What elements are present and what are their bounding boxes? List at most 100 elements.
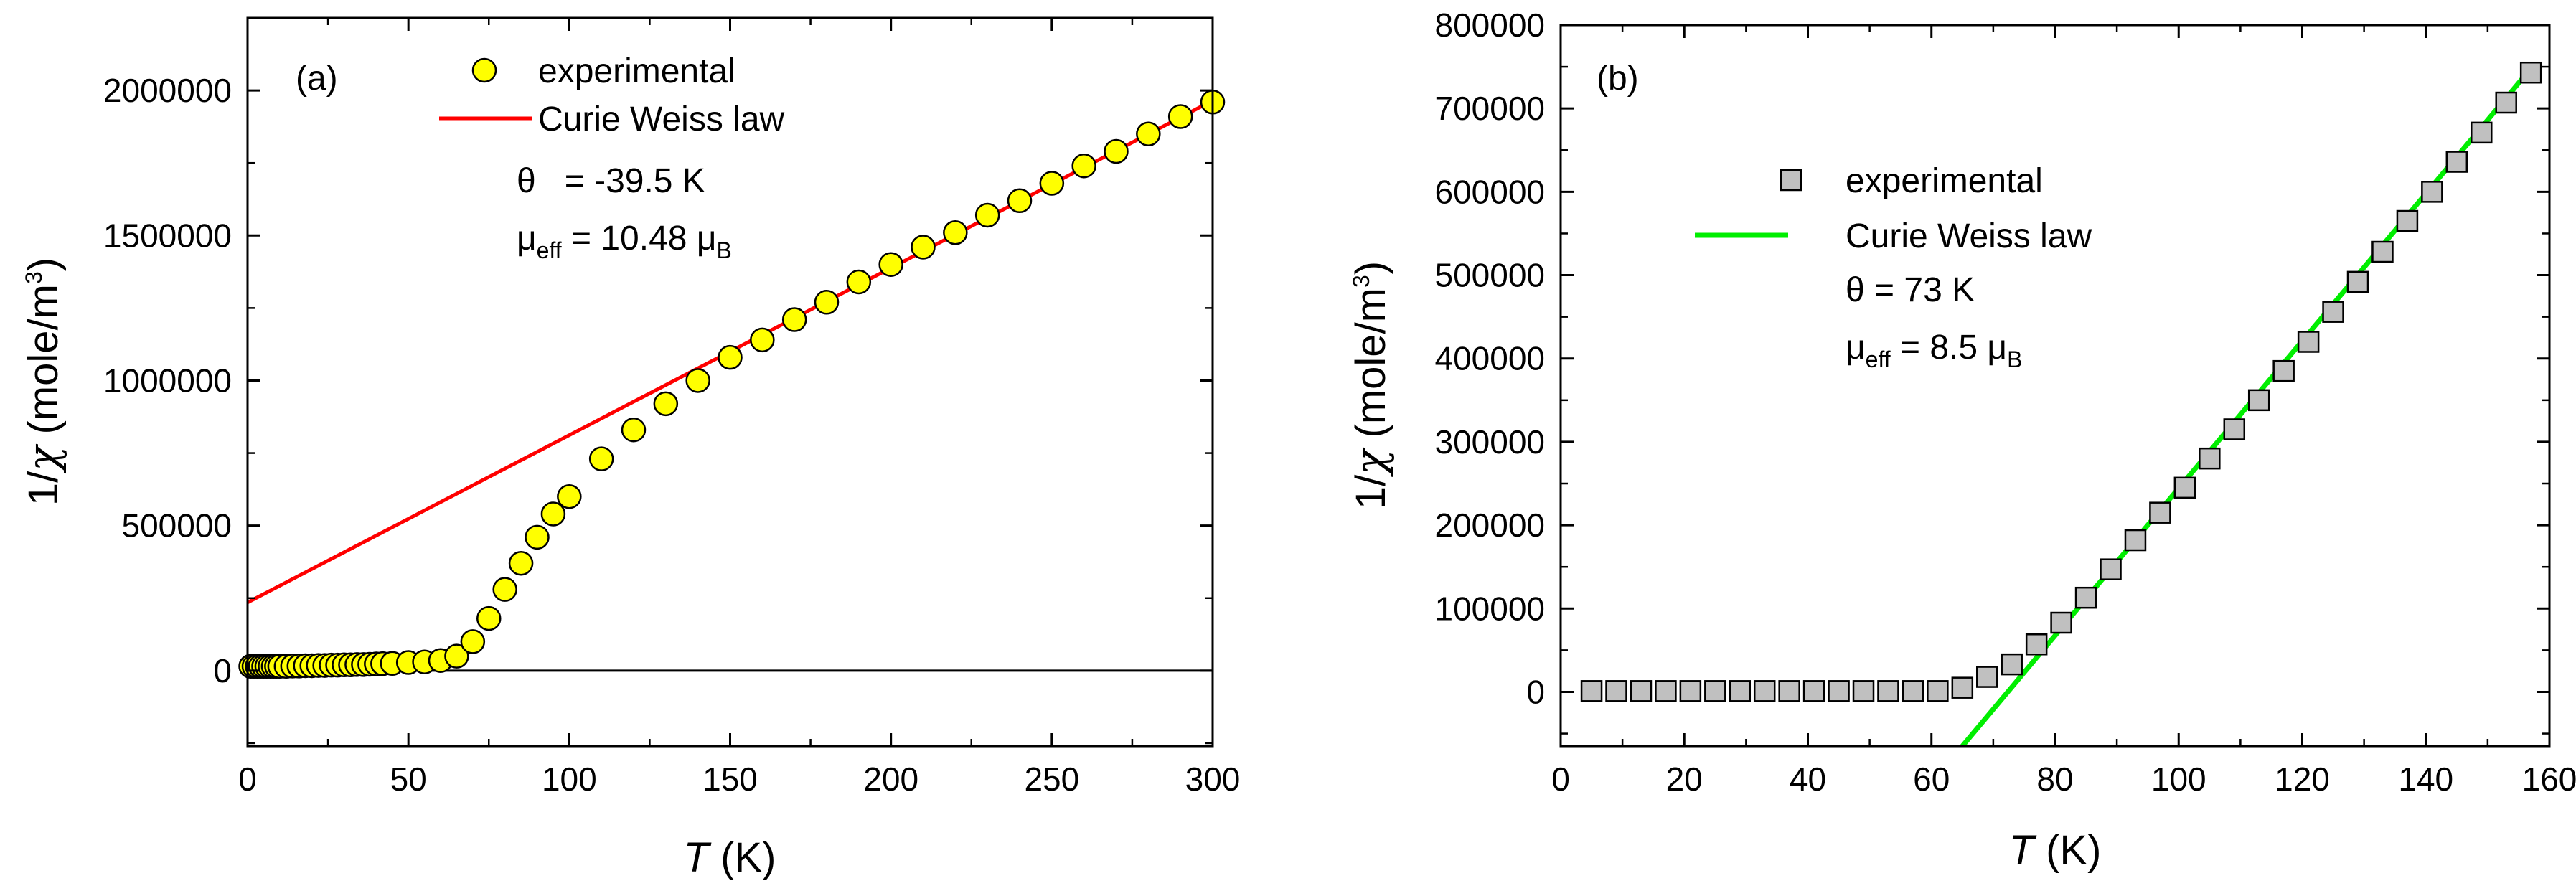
panel-a-legend-marker-experimental: [471, 57, 497, 83]
panel-b-markers: [1580, 61, 2542, 702]
panel-b-data-point: [2001, 653, 2023, 676]
panel-a-data-point: [460, 629, 486, 654]
panel-a-data-point: [781, 307, 807, 332]
panel-a-mu-annotation: μeff = 10.48 μB: [517, 220, 732, 263]
panel-b-data-point: [2371, 240, 2394, 263]
panel-b-data-point: [1902, 680, 1924, 702]
panel-a-data-point: [1007, 188, 1033, 214]
panel-b-data-point: [2396, 209, 2419, 232]
panel-b-data-point: [1951, 676, 1974, 699]
panel-a-data-point: [1104, 138, 1129, 164]
panel-a-data-point: [492, 577, 517, 602]
panel-a-data-point: [525, 524, 550, 550]
panel-b-y-axis-title: 1/χ (mole/m3): [1346, 261, 1395, 509]
panel-a-y-tick-label: 1500000: [103, 217, 232, 254]
panel-b-y-tick-label: 500000: [1435, 257, 1546, 294]
panel-a-legend-label-experimental: experimental: [538, 52, 735, 90]
panel-a-data-point: [943, 220, 968, 245]
panel-b-data-point: [2149, 501, 2171, 524]
panel-b-data-point: [1828, 680, 1850, 702]
panel-b-ticks: [1559, 24, 2551, 746]
panel-b-data-point: [2346, 270, 2369, 293]
panel-a-data-point: [1167, 104, 1193, 129]
panel-b-x-axis-title: T (K): [2009, 827, 2102, 874]
panel-b-legend: experimental Curie Weiss law: [1695, 162, 2092, 255]
panel-a-markers: [238, 90, 1226, 679]
panel-b-data-point: [1852, 680, 1875, 702]
panel-b-y-tick-label: 400000: [1435, 340, 1546, 377]
panel-b-data-point: [2272, 359, 2295, 382]
panel-a-x-tick-label: 150: [702, 760, 758, 798]
panel-b-data-point: [2223, 418, 2246, 440]
panel-b-x-tick-label: 20: [1666, 760, 1703, 798]
panel-b-legend-label-curie-weiss: Curie Weiss law: [1846, 217, 2092, 255]
panel-b-data-point: [1753, 680, 1776, 702]
panel-a-x-tick-label: 50: [390, 760, 427, 798]
panel-a-x-tick-labels: 0 50 100 150 200 250 300: [238, 760, 1240, 798]
panel-b-data-point: [1580, 680, 1603, 702]
panel-a-legend-label-curie-weiss: Curie Weiss law: [538, 100, 785, 138]
panel-a-data-point: [653, 391, 679, 417]
panel-b-x-tick-label: 80: [2036, 760, 2073, 798]
panel-b-y-tick-label: 0: [1526, 673, 1545, 710]
panel-a-data-point: [911, 235, 936, 260]
panel-b-data-point: [2519, 61, 2542, 84]
panel-b-data-point: [2247, 389, 2270, 412]
panel-a-x-tick-label: 100: [542, 760, 597, 798]
panel-b-label: (b): [1597, 60, 1639, 98]
chart-panel-a: 0 50 100 150 200 250 300 0 500000 1000000 1500000…: [19, 16, 1240, 881]
panel-b-x-tick-label: 100: [2151, 760, 2206, 798]
panel-a-data-point: [1136, 121, 1161, 147]
panel-a-data-point: [846, 269, 872, 295]
panel-b-theta-annotation: θ = 73 K: [1846, 271, 1975, 309]
panel-b-x-tick-label: 0: [1551, 760, 1570, 798]
panel-b-data-point: [1704, 680, 1726, 702]
panel-a-data-point: [1039, 171, 1065, 196]
panel-b-legend-label-experimental: experimental: [1846, 162, 2043, 200]
panel-b-mu-annotation: μeff = 8.5 μB: [1846, 329, 2022, 372]
panel-a-data-point: [588, 446, 614, 471]
panel-a-legend: experimental Curie Weiss law: [439, 52, 785, 138]
panel-b-data-point: [2025, 633, 2048, 656]
panel-b-x-tick-label: 140: [2398, 760, 2453, 798]
panel-a-data-point: [878, 252, 903, 277]
panel-a-data-point: [718, 344, 743, 370]
panel-a-y-tick-label: 1000000: [103, 362, 232, 399]
panel-a-y-axis-title: 1/χ (mole/m3): [19, 258, 67, 506]
panel-b-y-tick-label: 600000: [1435, 173, 1546, 210]
panel-b-y-tick-label: 800000: [1435, 6, 1546, 44]
panel-a-x-axis-title: T (K): [684, 834, 776, 881]
panel-a-data-point: [685, 368, 710, 393]
panel-a-data-point: [508, 550, 534, 576]
panel-b-data-point: [1679, 680, 1702, 702]
panel-b-data-point: [1802, 680, 1825, 702]
panel-b-data-point: [1778, 680, 1800, 702]
panel-b-y-tick-label: 300000: [1435, 423, 1546, 461]
panel-b-data-point: [2074, 586, 2097, 609]
panel-b-lines: [1960, 67, 2533, 746]
panel-a-annotation: θ = -39.5 K μeff = 10.48 μB: [517, 162, 732, 263]
panel-b-data-point: [2495, 91, 2517, 114]
panel-b-y-tick-label: 700000: [1435, 90, 1546, 127]
panel-b-data-point: [2124, 529, 2147, 552]
panel-b-x-tick-label: 60: [1913, 760, 1950, 798]
panel-a-y-tick-label: 500000: [122, 507, 232, 544]
panel-b-data-point: [2050, 611, 2072, 634]
panel-b-data-point: [1877, 680, 1899, 702]
panel-b-data-point: [2100, 558, 2122, 580]
panel-b-data-point: [2322, 301, 2344, 323]
panel-b-data-point: [2421, 181, 2443, 203]
panel-b-data-point: [1927, 680, 1949, 702]
panel-a-x-tick-label: 0: [238, 760, 257, 798]
panel-a-data-point: [540, 501, 566, 527]
panel-a-data-point: [621, 417, 647, 443]
panel-b-legend-marker-experimental: [1780, 169, 1802, 192]
panel-b-data-point: [2471, 121, 2493, 144]
panel-b-annotation: θ = 73 K μeff = 8.5 μB: [1846, 271, 2022, 372]
panel-a-y-tick-labels: 0 500000 1000000 1500000 2000000: [103, 72, 232, 689]
panel-a-theta-annotation: θ = -39.5 K: [517, 162, 705, 200]
panel-a-ticks: [246, 16, 1214, 746]
panel-a-data-point: [974, 202, 1000, 228]
panel-a-y-tick-label: 2000000: [103, 72, 232, 109]
